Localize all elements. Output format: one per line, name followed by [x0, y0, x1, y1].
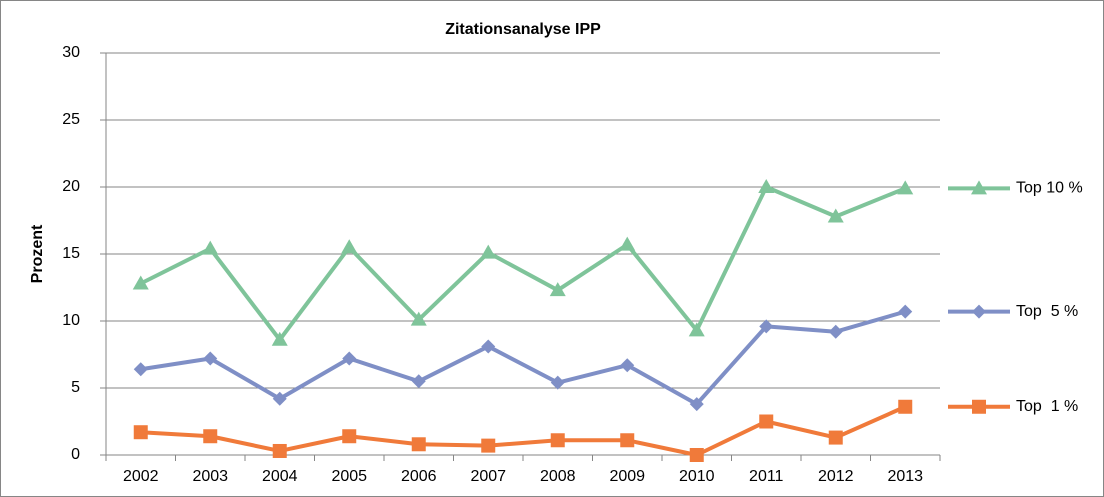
data-point — [342, 429, 357, 444]
data-point — [342, 351, 357, 366]
data-point — [828, 430, 843, 445]
data-point — [620, 433, 635, 448]
y-tick-label: 10 — [62, 312, 80, 329]
y-tick-label: 0 — [71, 446, 80, 463]
data-point — [341, 239, 358, 254]
x-tick-label: 2010 — [679, 468, 715, 485]
x-tick-label: 2004 — [262, 468, 298, 485]
series-line — [140, 404, 907, 457]
data-point — [481, 438, 496, 453]
data-point — [758, 179, 775, 193]
series-line — [140, 309, 906, 407]
x-tick-label: 2005 — [331, 468, 367, 485]
x-tick-label: 2009 — [609, 468, 645, 485]
data-point — [759, 319, 774, 334]
x-tick-label: 2002 — [123, 468, 159, 485]
y-tick-label: 25 — [62, 111, 80, 128]
data-point — [132, 275, 149, 290]
data-point — [272, 443, 287, 458]
legend-label: Top 10 % — [1016, 180, 1083, 197]
x-tick-label: 2012 — [818, 468, 854, 485]
x-tick-label: 2011 — [749, 468, 784, 485]
data-point — [897, 180, 914, 195]
data-point — [689, 397, 704, 412]
data-point — [410, 311, 427, 326]
legend-label: Top 1 % — [1016, 398, 1078, 415]
legend-marker — [971, 180, 987, 195]
chart-title: Zitationsanalyse IPP — [445, 21, 601, 38]
data-point — [203, 351, 218, 366]
data-point — [550, 375, 565, 390]
x-tick-label: 2007 — [470, 468, 506, 485]
data-point — [620, 358, 635, 373]
legend-label: Top 5 % — [1016, 303, 1078, 320]
data-point — [688, 322, 705, 337]
data-point — [202, 240, 219, 255]
y-tick-label: 20 — [62, 178, 80, 195]
x-tick-label: 2006 — [401, 468, 437, 485]
data-point — [550, 433, 565, 448]
data-point — [759, 414, 774, 429]
x-tick-label: 2013 — [887, 468, 923, 485]
y-tick-label: 30 — [62, 44, 80, 61]
data-point — [689, 448, 704, 462]
data-point — [827, 208, 844, 223]
x-tick-label: 2008 — [540, 468, 576, 485]
data-point — [271, 331, 288, 346]
legend-marker — [972, 399, 986, 414]
data-point — [272, 391, 287, 406]
data-point — [133, 425, 148, 440]
series-line — [139, 185, 907, 342]
legend-marker — [972, 304, 986, 319]
x-tick-label: 2003 — [192, 468, 228, 485]
y-axis-label: Prozent — [29, 224, 46, 283]
data-point — [898, 304, 913, 319]
data-point — [549, 282, 566, 297]
y-tick-label: 5 — [71, 379, 80, 396]
data-point — [619, 236, 636, 251]
data-point — [411, 437, 426, 452]
data-point — [481, 339, 496, 354]
data-point — [828, 324, 843, 339]
data-point — [411, 374, 426, 389]
data-point — [480, 244, 497, 259]
y-tick-label: 15 — [62, 245, 80, 262]
data-point — [898, 399, 913, 414]
data-point — [133, 362, 148, 377]
data-point — [203, 429, 218, 444]
